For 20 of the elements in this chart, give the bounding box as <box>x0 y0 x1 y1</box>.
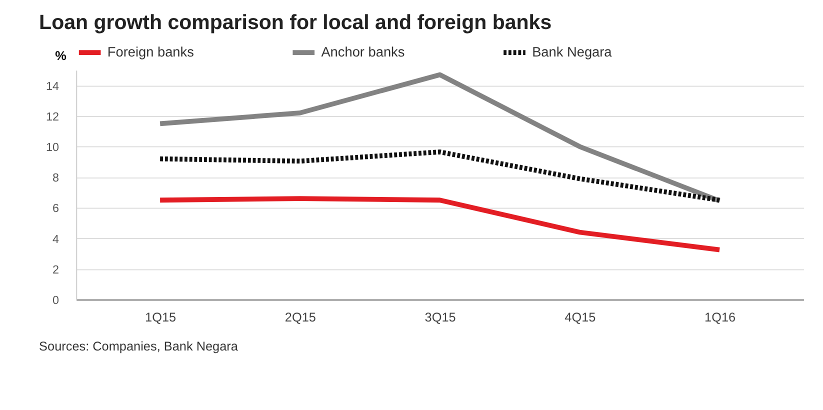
y-tick-label: 10 <box>46 140 60 154</box>
y-tick-label: 6 <box>52 202 60 216</box>
line-series <box>158 72 722 204</box>
source-note: Sources: Companies, Bank Negara <box>39 339 239 354</box>
y-axis-title: % <box>55 48 66 63</box>
legend-label: Foreign banks <box>107 44 194 60</box>
x-tick-label: 1Q15 <box>145 310 176 325</box>
chart-title: Loan growth comparison for local and foreign banks <box>39 11 552 34</box>
y-tick-label: 4 <box>52 232 60 246</box>
x-tick-label: 1Q16 <box>704 310 736 325</box>
x-tick-label: 2Q15 <box>284 310 316 325</box>
y-tick-label: 0 <box>52 294 60 307</box>
y-tick-label: 14 <box>46 80 60 93</box>
y-tick-label: 12 <box>46 110 60 124</box>
x-tick-label: 3Q15 <box>424 310 456 325</box>
legend-label: Anchor banks <box>321 44 405 60</box>
y-tick-label: 2 <box>52 263 60 276</box>
y-tick-label: 8 <box>52 172 60 185</box>
x-tick-label: 4Q15 <box>564 310 596 325</box>
legend-label: Bank Negara <box>532 44 612 60</box>
